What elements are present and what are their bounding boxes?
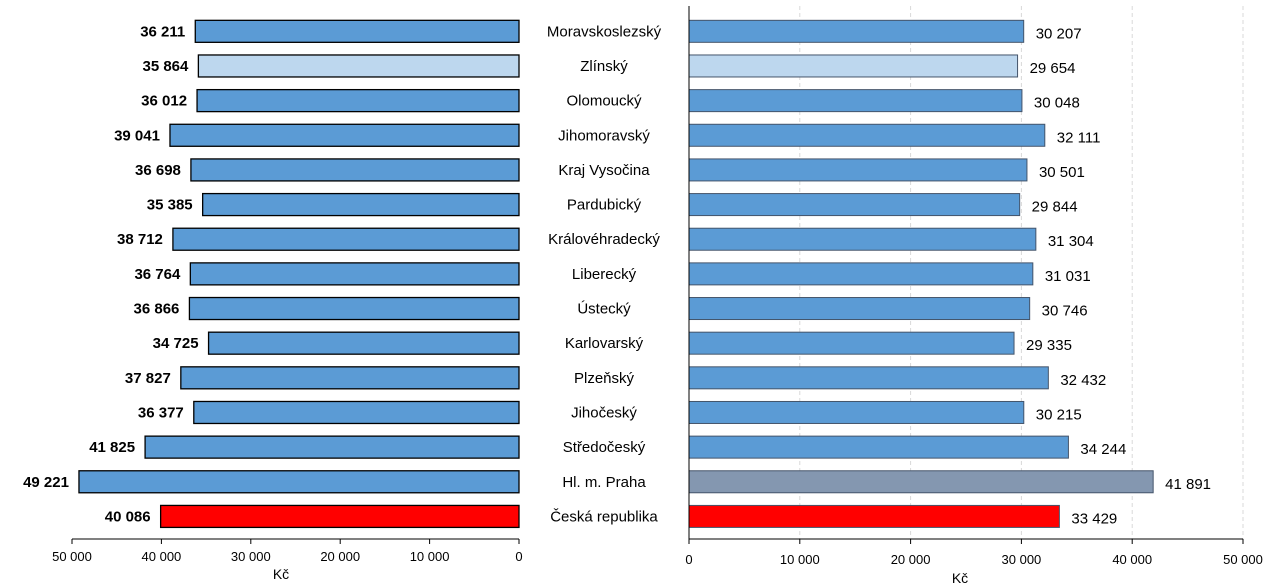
left-bar <box>189 262 520 286</box>
category-label: Jihomoravský <box>558 127 650 144</box>
category-labels: Moravskoslezský Zlínský Olomoucký Jihomorav… <box>547 23 662 525</box>
left-value-label: 41 825 <box>89 439 135 456</box>
left-bar <box>144 435 520 459</box>
left-bar <box>159 504 520 529</box>
left-bar <box>78 470 520 494</box>
left-bar <box>172 227 520 251</box>
category-label: Moravskoslezský <box>547 23 662 40</box>
right-axis-title: Kč <box>952 570 968 585</box>
right-bar <box>688 400 1025 424</box>
right-value-label: 29 844 <box>1032 199 1078 216</box>
left-bar <box>188 296 520 321</box>
left-value-label: 49 221 <box>23 474 69 491</box>
left-value-label: 34 725 <box>153 335 199 352</box>
category-label: Kraj Vysočina <box>558 162 650 179</box>
right-x-tick-label: 30 000 <box>1002 552 1042 567</box>
right-x-tick-label: 50 000 <box>1223 552 1263 567</box>
right-bar <box>688 366 1049 390</box>
left-bar <box>197 54 520 78</box>
right-value-label: 31 031 <box>1045 268 1091 285</box>
left-bar <box>194 19 520 43</box>
left-value-label: 36 377 <box>138 404 184 421</box>
right-bar-panel: 30 207 29 654 30 048 32 111 30 501 29 844 31 3… <box>685 6 1263 567</box>
left-bar <box>180 366 520 390</box>
left-value-label: 36 698 <box>135 162 181 179</box>
left-bar <box>193 400 520 425</box>
left-bar <box>196 88 520 113</box>
category-label: Ústecký <box>577 301 631 318</box>
right-bar <box>688 331 1015 355</box>
right-bar <box>688 470 1154 494</box>
right-value-label: 30 048 <box>1034 95 1080 112</box>
right-bar <box>688 19 1025 43</box>
category-label: Plzeňský <box>574 370 635 387</box>
right-x-tick-label: 40 000 <box>1112 552 1152 567</box>
category-label: Hl. m. Praha <box>562 474 646 491</box>
right-bar <box>688 262 1034 286</box>
category-label: Středočeský <box>563 439 646 456</box>
right-bar <box>688 123 1046 147</box>
left-value-label: 35 385 <box>147 197 193 214</box>
category-label: Zlínský <box>580 58 628 75</box>
left-x-tick-label: 30 000 <box>231 549 271 564</box>
left-bar <box>169 123 520 147</box>
left-value-label: 36 012 <box>141 93 187 110</box>
right-value-label: 34 244 <box>1080 441 1126 458</box>
right-bar <box>688 435 1069 459</box>
right-value-label: 30 501 <box>1039 164 1085 181</box>
right-x-tick-label: 0 <box>685 552 692 567</box>
right-value-label: 31 304 <box>1048 233 1094 250</box>
right-value-label: 32 111 <box>1057 129 1101 146</box>
left-x-tick-label: 20 000 <box>320 549 360 564</box>
right-bar <box>688 193 1021 217</box>
category-label: Liberecký <box>572 266 637 283</box>
category-label: Česká republika <box>550 508 658 525</box>
left-bar <box>207 331 520 355</box>
left-value-label: 36 866 <box>134 301 180 318</box>
left-value-label: 36 764 <box>134 266 181 283</box>
category-label: Karlovarský <box>565 335 644 352</box>
left-bar <box>190 158 520 182</box>
right-value-label: 30 746 <box>1042 303 1088 320</box>
left-x-tick-label: 10 000 <box>410 549 450 564</box>
right-bar <box>688 504 1060 528</box>
right-x-tick-label: 10 000 <box>780 552 820 567</box>
category-label: Jihočeský <box>571 404 637 421</box>
right-bar <box>688 297 1031 321</box>
right-value-label: 29 654 <box>1030 60 1076 77</box>
right-value-label: 30 215 <box>1036 406 1082 423</box>
right-x-tick-label: 20 000 <box>891 552 931 567</box>
left-value-label: 39 041 <box>114 127 160 144</box>
left-value-label: 35 864 <box>142 58 189 75</box>
right-bar <box>688 54 1019 78</box>
right-bar <box>688 158 1028 182</box>
left-value-label: 37 827 <box>125 370 171 387</box>
category-label: Olomoucký <box>566 93 642 110</box>
left-x-tick-label: 40 000 <box>142 549 182 564</box>
right-bar <box>688 227 1037 251</box>
left-value-label: 40 086 <box>105 508 151 525</box>
right-value-label: 41 891 <box>1165 476 1211 493</box>
left-bar <box>202 192 520 217</box>
left-bar-panel: 36 211 35 864 36 012 39 041 36 698 35 385 38 7… <box>23 19 523 564</box>
left-x-tick-label: 50 000 <box>52 549 92 564</box>
left-x-tick-label: 0 <box>515 549 522 564</box>
category-label: Pardubický <box>567 197 642 214</box>
left-axis-title: Kč <box>273 566 289 582</box>
right-value-label: 33 429 <box>1071 510 1117 527</box>
left-value-label: 38 712 <box>117 231 163 248</box>
right-value-label: 32 432 <box>1060 372 1106 389</box>
left-value-label: 36 211 <box>140 23 185 40</box>
right-bar <box>688 89 1023 113</box>
right-value-label: 30 207 <box>1036 25 1082 42</box>
right-value-label: 29 335 <box>1026 337 1072 354</box>
category-label: Královéhradecký <box>548 231 660 248</box>
